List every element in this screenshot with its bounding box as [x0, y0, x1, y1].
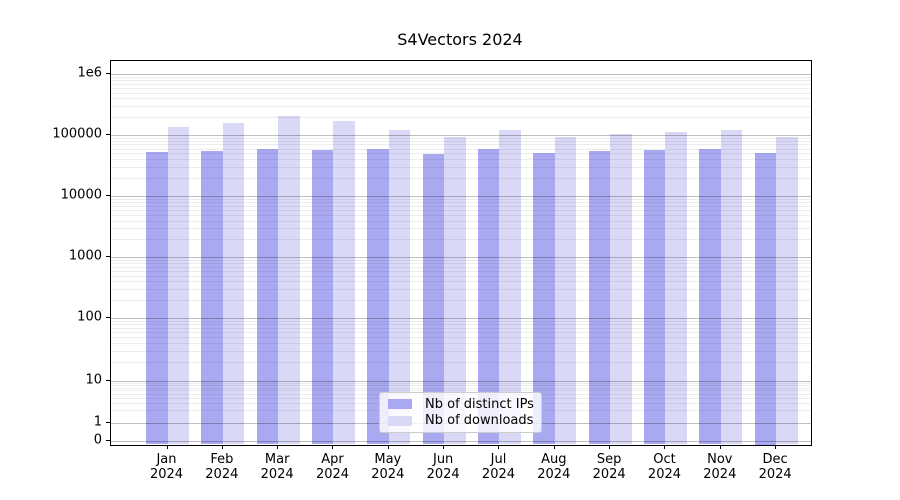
bars-layer	[111, 61, 811, 445]
x-tick-label: Mar 2024	[260, 451, 294, 482]
bar-downloads	[278, 115, 300, 445]
bar-downloads	[776, 136, 798, 445]
bar-distinct-ips	[754, 153, 777, 445]
bar-distinct-ips	[588, 151, 611, 445]
x-tick-label: Nov 2024	[703, 451, 737, 482]
bar-downloads	[610, 134, 632, 445]
bar-distinct-ips	[699, 148, 721, 445]
y-tick-mark	[105, 195, 110, 197]
x-tick-mark	[609, 444, 611, 449]
y-tick-mark	[105, 440, 110, 441]
x-tick-mark	[332, 444, 334, 449]
plot-area: Nb of distinct IPs Nb of downloads	[110, 60, 812, 446]
bar-downloads	[167, 126, 189, 445]
x-tick-mark	[553, 444, 555, 449]
x-tick-label: May 2024	[371, 451, 405, 482]
x-tick-label: Apr 2024	[315, 451, 350, 482]
bar-downloads	[665, 132, 687, 445]
x-tick-label: Oct 2024	[647, 451, 682, 482]
x-tick-label: Jul 2024	[481, 451, 516, 482]
x-tick-mark	[498, 444, 500, 449]
x-tick-label: Aug 2024	[537, 451, 571, 482]
y-tick-label: 10	[85, 372, 102, 388]
legend-label-downloads: Nb of downloads	[425, 413, 534, 429]
y-tick-mark	[105, 256, 110, 258]
y-tick-mark	[105, 134, 110, 135]
y-tick-label: 1	[93, 414, 102, 430]
y-tick-mark	[105, 317, 110, 318]
legend-row-distinct-ips: Nb of distinct IPs	[386, 397, 535, 412]
x-tick-label: Feb 2024	[205, 451, 239, 482]
x-tick-mark	[775, 444, 777, 449]
bar-distinct-ips	[311, 150, 334, 445]
y-tick-label: 100000	[52, 126, 102, 142]
bar-downloads	[222, 123, 245, 445]
legend-label-distinct-ips: Nb of distinct IPs	[425, 396, 534, 412]
bar-distinct-ips	[367, 148, 389, 445]
x-tick-label: Jan 2024	[149, 451, 184, 482]
bar-distinct-ips	[643, 149, 666, 445]
bar-distinct-ips	[422, 153, 445, 445]
y-tick-label: 1000	[68, 248, 102, 264]
bar-downloads	[499, 130, 521, 445]
y-tick-label: 10000	[60, 187, 102, 203]
y-tick-label: 100	[77, 309, 102, 325]
bar-distinct-ips	[477, 148, 500, 445]
y-tick-mark	[105, 422, 110, 423]
x-tick-mark	[443, 444, 445, 449]
bar-distinct-ips	[146, 151, 168, 445]
bar-downloads	[720, 130, 743, 445]
y-tick-label: 0	[93, 432, 102, 448]
bar-downloads	[444, 136, 466, 445]
y-tick-label: 1e6	[77, 65, 102, 81]
y-tick-mark	[105, 73, 110, 75]
x-tick-label: Sep 2024	[592, 451, 626, 482]
bar-downloads	[388, 130, 411, 445]
x-tick-mark	[719, 444, 721, 449]
x-tick-mark	[277, 444, 279, 449]
bar-distinct-ips	[533, 152, 555, 445]
legend: Nb of distinct IPs Nb of downloads	[379, 392, 542, 433]
legend-swatch-downloads	[388, 415, 412, 426]
bar-distinct-ips	[256, 148, 279, 445]
chart-title: S4Vectors 2024	[397, 30, 523, 49]
x-tick-mark	[166, 444, 168, 449]
x-tick-mark	[221, 444, 223, 449]
bar-distinct-ips	[201, 151, 223, 445]
y-tick-mark	[105, 380, 110, 381]
x-tick-label: Jun 2024	[426, 451, 460, 482]
bar-downloads	[333, 121, 355, 445]
legend-swatch-distinct-ips	[388, 399, 412, 410]
x-tick-label: Dec 2024	[758, 451, 792, 482]
bar-downloads	[554, 136, 577, 445]
legend-row-downloads: Nb of downloads	[386, 413, 535, 428]
x-tick-mark	[664, 444, 666, 449]
x-tick-mark	[387, 444, 389, 449]
